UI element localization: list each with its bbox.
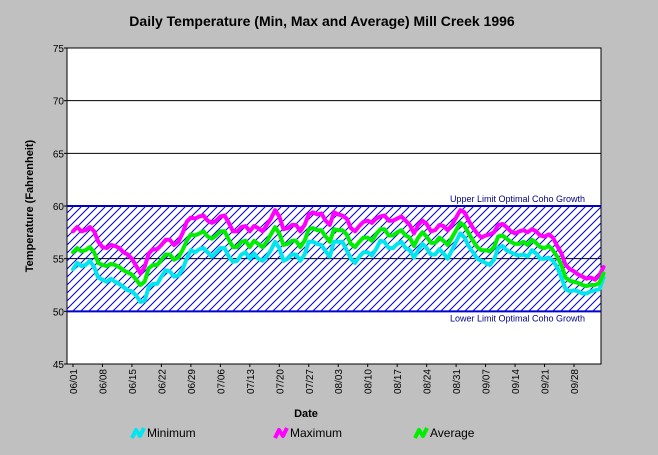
x-tick-label-4: 06/29 bbox=[187, 369, 198, 394]
series-line-minimum bbox=[71, 231, 606, 304]
legend-label-average: Average bbox=[430, 426, 475, 440]
lower-limit-label: Lower Limit Optimal Coho Growth bbox=[450, 313, 585, 323]
x-tick-label-10: 08/10 bbox=[364, 369, 375, 394]
x-tick-label-17: 09/28 bbox=[570, 369, 581, 394]
series-line-maximum bbox=[71, 208, 606, 282]
x-tick-label-9: 08/03 bbox=[334, 369, 345, 394]
legend-label-maximum: Maximum bbox=[290, 426, 342, 440]
legend-item-minimum: Minimum bbox=[130, 426, 196, 440]
x-tick-label-6: 07/13 bbox=[246, 369, 257, 394]
x-tick-label-15: 09/14 bbox=[511, 369, 522, 394]
legend-swatch-minimum bbox=[130, 427, 146, 439]
y-tick-label-70: 70 bbox=[53, 97, 65, 108]
x-tick-label-3: 06/22 bbox=[157, 369, 168, 394]
upper-limit-label: Upper Limit Optimal Coho Growth bbox=[450, 194, 585, 204]
y-tick-label-65: 65 bbox=[53, 149, 65, 160]
legend-item-maximum: Maximum bbox=[273, 426, 342, 440]
x-tick-label-1: 06/08 bbox=[98, 369, 109, 394]
y-tick-label-75: 75 bbox=[53, 44, 65, 55]
x-tick-label-16: 09/21 bbox=[541, 369, 552, 394]
x-axis-ticks: 06/01 06/08 06/15 06/22 06/29 07/06 07/13 07/20… bbox=[69, 364, 581, 394]
y-tick-label-45: 45 bbox=[53, 360, 65, 371]
x-tick-label-7: 07/20 bbox=[275, 369, 286, 394]
x-axis-title: Date bbox=[294, 408, 318, 420]
x-tick-label-11: 08/17 bbox=[393, 369, 404, 394]
legend-item-average: Average bbox=[413, 426, 475, 440]
y-tick-label-50: 50 bbox=[53, 307, 65, 318]
x-tick-label-12: 08/24 bbox=[423, 369, 434, 394]
legend: Minimum Maximum Average bbox=[130, 426, 475, 440]
x-tick-label-2: 06/15 bbox=[128, 369, 139, 394]
reference-band: Upper Limit Optimal Coho Growth Lower Lim… bbox=[67, 194, 601, 323]
legend-swatch-average bbox=[413, 427, 429, 439]
series-line-average bbox=[71, 220, 606, 289]
x-tick-label-5: 07/06 bbox=[216, 369, 227, 394]
y-tick-label-55: 55 bbox=[53, 255, 65, 266]
y-axis-ticks: 45 50 55 60 65 70 75 bbox=[53, 44, 67, 371]
y-tick-label-60: 60 bbox=[53, 202, 65, 213]
chart-title: Daily Temperature (Min, Max and Average)… bbox=[129, 13, 515, 29]
series-layer bbox=[71, 208, 606, 304]
y-axis-title: Temperature (Fahrenheit) bbox=[24, 139, 36, 272]
legend-label-minimum: Minimum bbox=[147, 426, 196, 440]
x-tick-label-0: 06/01 bbox=[69, 369, 80, 394]
x-tick-label-14: 09/07 bbox=[482, 369, 493, 394]
band-hatch bbox=[67, 206, 601, 312]
x-tick-label-8: 07/27 bbox=[305, 369, 316, 394]
x-tick-label-13: 08/31 bbox=[452, 369, 463, 394]
legend-swatch-maximum bbox=[273, 427, 289, 439]
